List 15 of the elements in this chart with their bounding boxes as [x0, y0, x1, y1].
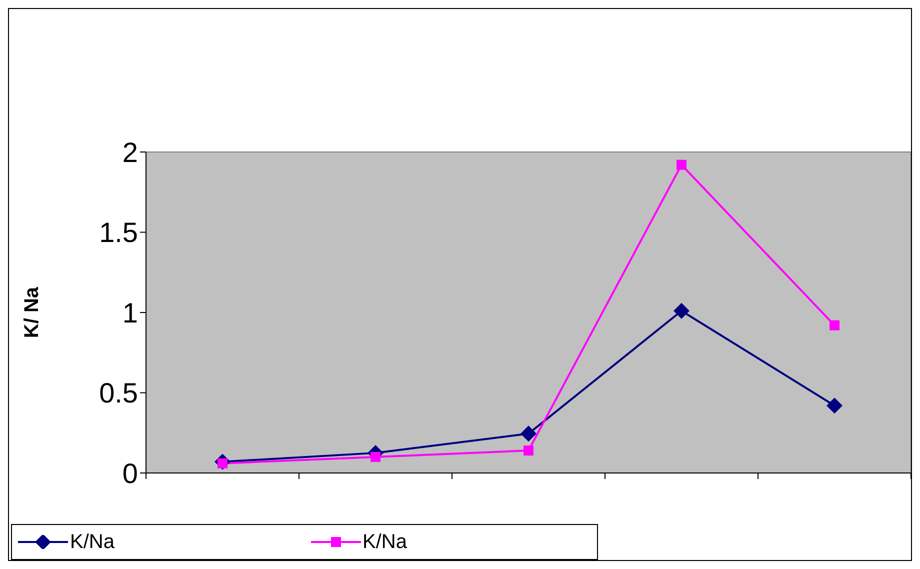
legend-label: K/Na	[70, 530, 114, 554]
point	[674, 302, 690, 319]
y-tick-label: 0	[122, 458, 138, 489]
point	[676, 160, 686, 170]
point	[370, 452, 380, 462]
y-axis-title: K/ Na	[21, 286, 44, 338]
legend-label: K/Na	[362, 530, 407, 554]
point	[830, 320, 840, 330]
y-tick-label: 2	[122, 136, 138, 168]
y-tick-label: 1	[122, 297, 138, 328]
point	[520, 426, 536, 442]
y-tick-label: 0.5	[99, 378, 138, 409]
point	[826, 398, 842, 414]
point	[524, 446, 534, 456]
y-tick-label: 1.5	[99, 217, 138, 248]
